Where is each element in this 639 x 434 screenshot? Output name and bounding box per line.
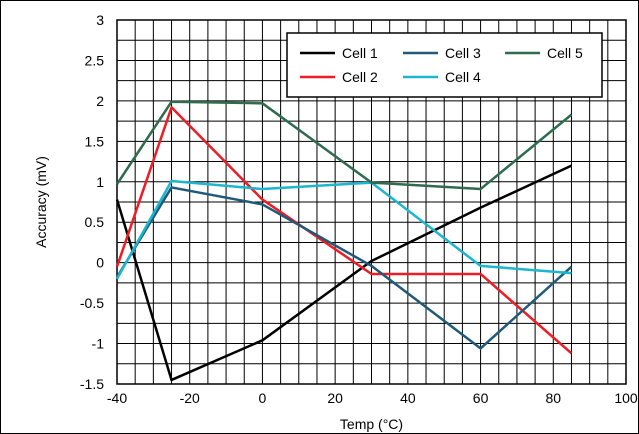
series-line-cell-1: [115, 164, 572, 382]
x-tick-label: 80: [545, 390, 561, 406]
legend-label-cell-4: Cell 4: [445, 69, 481, 85]
legend-label-cell-1: Cell 1: [342, 45, 378, 61]
legend-box: [286, 32, 603, 98]
y-axis-label: Accuracy (mV): [33, 156, 49, 248]
y-tick-label: 1: [96, 174, 104, 190]
legend-label-cell-5: Cell 5: [547, 45, 583, 61]
legend-label-cell-2: Cell 2: [342, 69, 378, 85]
series-layer: [115, 100, 573, 382]
x-tick-label: 100: [614, 390, 638, 406]
legend: Cell 1 Cell 2 Cell 3 Cell 4 Cell 5: [286, 32, 603, 98]
series-line-cell-3: [115, 186, 573, 350]
y-tick-label: 0.5: [85, 214, 105, 230]
x-tick-label: -20: [180, 390, 200, 406]
tick-labels: -40 -20 0 20 40 60 80 100 -1.5 -1 -0.5 0 0.5 1 1.5 2 2.5…: [80, 12, 638, 406]
y-tick-label: 1.5: [85, 133, 105, 149]
y-tick-label: -0.5: [80, 295, 104, 311]
series-line-cell-2: [115, 106, 573, 355]
y-tick-label: -1: [92, 336, 105, 352]
x-tick-label: 0: [259, 390, 267, 406]
x-tick-label: 40: [400, 390, 416, 406]
x-tick-label: 60: [473, 390, 489, 406]
x-axis-label: Temp (°C): [340, 416, 403, 432]
series-line-cell-5: [115, 100, 573, 191]
y-tick-label: 3: [96, 12, 104, 28]
y-tick-label: 2.5: [85, 52, 105, 68]
y-tick-label: -1.5: [80, 376, 104, 392]
series-line-cell-4: [115, 179, 572, 280]
legend-label-cell-3: Cell 3: [445, 45, 481, 61]
x-tick-label: -40: [107, 390, 127, 406]
y-tick-label: 2: [96, 93, 104, 109]
y-tick-label: 0: [96, 255, 104, 271]
x-tick-label: 20: [327, 390, 343, 406]
